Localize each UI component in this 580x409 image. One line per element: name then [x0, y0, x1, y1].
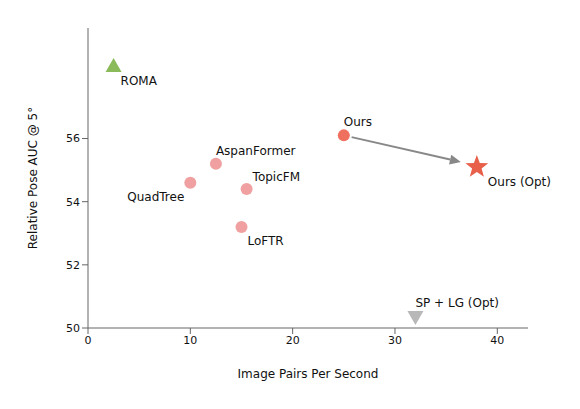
svg-text:Ours (Opt): Ours (Opt) — [488, 175, 551, 189]
svg-text:56: 56 — [66, 132, 80, 145]
svg-text:50: 50 — [66, 322, 80, 335]
svg-text:0: 0 — [85, 334, 92, 347]
svg-text:LoFTR: LoFTR — [247, 234, 283, 248]
svg-text:20: 20 — [286, 334, 300, 347]
svg-text:Ours: Ours — [344, 115, 372, 129]
svg-text:SP + LG (Opt): SP + LG (Opt) — [415, 296, 498, 310]
svg-text:10: 10 — [183, 334, 197, 347]
svg-text:54: 54 — [66, 196, 80, 209]
svg-text:Relative Pose AUC @ 5°: Relative Pose AUC @ 5° — [26, 107, 40, 249]
svg-text:Image Pairs Per Second: Image Pairs Per Second — [238, 367, 379, 381]
svg-text:AspanFormer: AspanFormer — [216, 144, 296, 158]
svg-text:QuadTree: QuadTree — [127, 190, 184, 204]
svg-text:40: 40 — [490, 334, 504, 347]
svg-text:TopicFM: TopicFM — [252, 170, 300, 184]
svg-text:30: 30 — [388, 334, 402, 347]
svg-text:52: 52 — [66, 259, 80, 272]
svg-text:ROMA: ROMA — [121, 74, 158, 88]
